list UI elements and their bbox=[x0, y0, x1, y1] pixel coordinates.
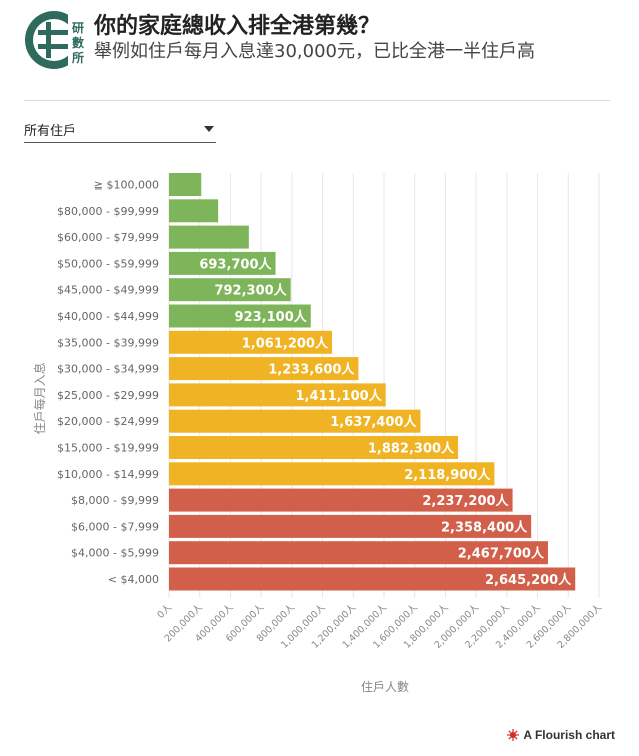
bar bbox=[169, 304, 311, 328]
data-label: 693,700人 bbox=[199, 256, 272, 272]
category-label: $50,000 - $59,999 bbox=[57, 257, 159, 270]
category-label: $8,000 - $9,999 bbox=[71, 494, 159, 507]
dropdown-selected-value: 所有住戶 bbox=[24, 124, 77, 139]
category-label: $6,000 - $7,999 bbox=[71, 520, 159, 533]
bar bbox=[169, 225, 249, 249]
data-label: 1,637,400人 bbox=[330, 414, 417, 430]
bar bbox=[169, 436, 459, 459]
category-label: $15,000 - $19,999 bbox=[57, 442, 159, 455]
bar bbox=[169, 199, 219, 223]
category-label: $40,000 - $44,999 bbox=[57, 310, 159, 323]
bar bbox=[169, 462, 495, 486]
bar bbox=[169, 514, 532, 538]
category-label: < $4,000 bbox=[108, 573, 159, 586]
bar bbox=[169, 173, 202, 196]
data-label: 2,358,400人 bbox=[441, 519, 528, 535]
svg-text:數: 數 bbox=[72, 35, 84, 50]
bar bbox=[169, 330, 332, 354]
data-label: 2,645,200人 bbox=[485, 572, 572, 588]
bar bbox=[169, 409, 421, 433]
category-label: $25,000 - $29,999 bbox=[57, 389, 159, 402]
chart-title: 你的家庭總收入排全港第幾？ bbox=[94, 14, 381, 39]
household-filter-dropdown[interactable]: 所有住戶 bbox=[24, 118, 216, 143]
bar bbox=[169, 357, 359, 381]
flourish-icon bbox=[507, 729, 520, 741]
data-label: 1,411,100人 bbox=[296, 388, 383, 404]
category-label: $60,000 - $79,999 bbox=[57, 231, 159, 244]
data-label: 2,237,200人 bbox=[422, 493, 509, 509]
category-label: $35,000 - $39,999 bbox=[57, 336, 159, 349]
header-divider bbox=[24, 100, 610, 101]
category-label: $30,000 - $34,999 bbox=[57, 363, 159, 376]
data-label: 1,061,200人 bbox=[242, 335, 329, 351]
category-label: ≧ $100,000 bbox=[94, 179, 159, 192]
x-axis-title: 住戶人數 bbox=[361, 680, 409, 694]
bar bbox=[169, 541, 548, 565]
data-label: 2,467,700人 bbox=[458, 546, 545, 562]
category-label: $45,000 - $49,999 bbox=[57, 284, 159, 297]
bar bbox=[169, 251, 276, 275]
bar-chart: ≧ $100,000 $80,000 - $99,999 $60,000 - $79… bbox=[32, 173, 604, 694]
data-label: 792,300人 bbox=[214, 283, 287, 299]
chart-header: 研 數 所 你的家庭總收入排全港第幾？ 舉例如住戶每月入息達30,000元，已比… bbox=[24, 6, 614, 98]
data-label: 1,233,600人 bbox=[268, 362, 355, 378]
svg-text:研: 研 bbox=[72, 21, 84, 35]
category-label: $10,000 - $14,999 bbox=[57, 468, 159, 481]
chevron-down-icon bbox=[204, 126, 214, 132]
y-axis-title: 住戶每月入息 bbox=[32, 362, 47, 434]
bar bbox=[169, 383, 386, 407]
data-label: 1,882,300人 bbox=[368, 441, 455, 457]
bar bbox=[169, 488, 513, 512]
bar bbox=[169, 278, 291, 302]
category-label: $4,000 - $5,999 bbox=[71, 547, 159, 560]
data-label: 2,118,900人 bbox=[404, 467, 491, 483]
chart-subtitle: 舉例如住戶每月入息達30,000元，已比全港一半住戶高 bbox=[94, 41, 535, 62]
svg-text:所: 所 bbox=[72, 50, 84, 65]
category-label: $80,000 - $99,999 bbox=[57, 205, 159, 218]
logo-icon: 研 數 所 bbox=[25, 11, 88, 69]
flourish-credit[interactable]: A Flourish chart bbox=[507, 728, 615, 742]
x-tick-label: 0人 bbox=[155, 602, 174, 621]
credit-text: A Flourish chart bbox=[523, 728, 615, 742]
category-label: $20,000 - $24,999 bbox=[57, 415, 159, 428]
bar bbox=[169, 567, 576, 591]
data-label: 923,100人 bbox=[235, 309, 308, 325]
